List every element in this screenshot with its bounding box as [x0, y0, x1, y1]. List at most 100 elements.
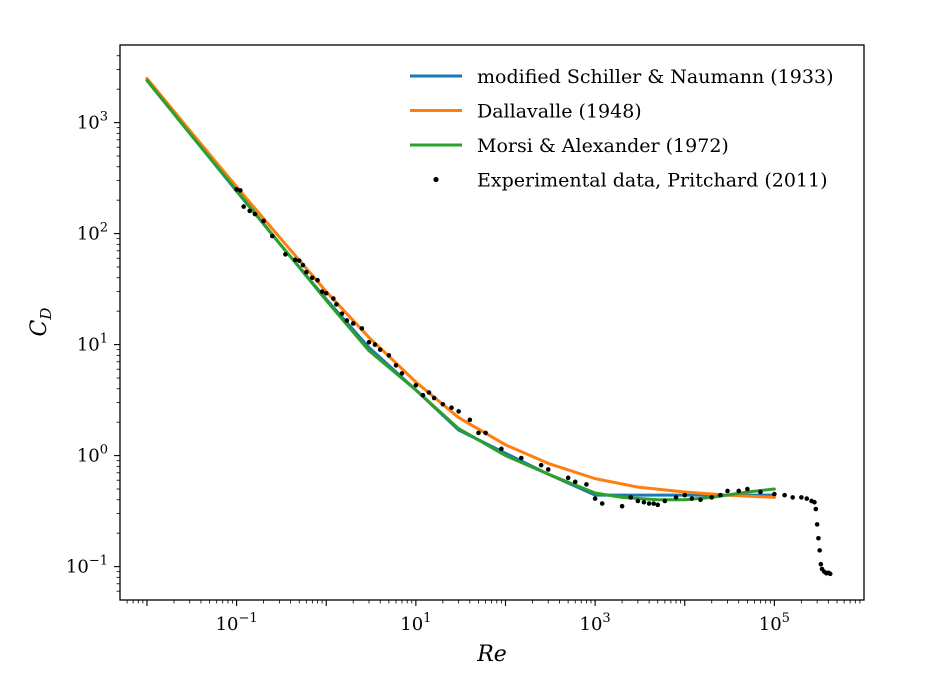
y-axis-ticks: 10−1 100 101 102 103: [66, 55, 120, 592]
data-point: [499, 446, 504, 452]
x-tick-label: 101: [400, 611, 431, 635]
data-point: [234, 187, 239, 192]
data-point: [619, 503, 625, 509]
data-point: [799, 495, 804, 500]
data-point: [426, 390, 432, 395]
data-point: [296, 258, 302, 263]
data-point: [310, 275, 315, 281]
x-axis-title: Re: [476, 642, 507, 667]
data-point: [646, 501, 652, 506]
data-point: [292, 257, 298, 263]
legend: modified Schiller & Naumann (1933) Dallav…: [410, 66, 833, 192]
data-point: [584, 482, 589, 487]
data-point: [538, 462, 544, 468]
series-line-2: [145, 76, 776, 499]
data-point: [331, 296, 336, 301]
data-point: [682, 492, 688, 498]
data-point: [456, 409, 461, 414]
data-point: [261, 218, 266, 224]
data-point: [344, 318, 350, 323]
legend-label-3: Morsi & Alexander (1972): [477, 135, 729, 157]
data-point: [655, 502, 661, 508]
data-point: [247, 208, 253, 214]
data-point: [804, 496, 810, 501]
data-point: [323, 290, 329, 296]
data-point: [745, 486, 750, 492]
data-point: [565, 475, 571, 481]
x-tick-label: 105: [759, 611, 790, 635]
data-point: [758, 489, 763, 495]
data-point: [641, 499, 647, 505]
data-point: [377, 347, 383, 352]
data-point: [709, 495, 715, 500]
y-tick-label: 103: [77, 110, 108, 134]
data-point: [673, 495, 679, 500]
data-point: [440, 401, 446, 407]
legend-label-1: modified Schiller & Naumann (1933): [477, 66, 833, 88]
data-point: [816, 535, 821, 541]
data-point: [315, 277, 320, 283]
data-point: [736, 488, 742, 494]
data-point: [269, 233, 275, 239]
data-point: [449, 405, 454, 411]
x-tick-label: 10−1: [216, 611, 258, 635]
data-point: [662, 498, 668, 504]
data-point: [599, 501, 605, 506]
legend-label-4: Experimental data, Pritchard (2011): [477, 170, 828, 192]
y-tick-label: 101: [77, 332, 108, 356]
plot-area-background: [120, 45, 864, 600]
data-point: [467, 417, 473, 423]
data-point: [238, 188, 243, 193]
data-point: [651, 501, 656, 506]
data-point: [628, 495, 634, 500]
data-point: [817, 548, 822, 553]
data-point: [718, 492, 723, 498]
data-point: [372, 342, 378, 347]
data-point: [339, 311, 345, 316]
data-point: [592, 496, 598, 501]
data-point: [241, 204, 246, 209]
data-point: [782, 492, 787, 498]
y-tick-label: 102: [77, 221, 108, 245]
data-point: [300, 262, 306, 268]
legend-marker: [433, 176, 439, 183]
data-point: [814, 522, 820, 527]
data-point: [304, 269, 309, 275]
data-point: [393, 363, 399, 368]
data-point: [334, 302, 339, 307]
scatter-layer: [234, 187, 833, 577]
data-point: [359, 326, 365, 331]
data-point: [431, 395, 437, 401]
data-point: [413, 382, 419, 388]
x-axis-ticks: 10−1 101 103 105: [126, 600, 861, 635]
data-point: [518, 455, 524, 461]
data-point: [813, 506, 819, 512]
data-point: [818, 561, 824, 567]
y-tick-label: 100: [77, 443, 108, 467]
data-point: [572, 479, 578, 485]
data-point: [725, 488, 730, 494]
x-tick-label: 103: [580, 611, 611, 635]
data-point: [386, 353, 392, 358]
data-point: [772, 491, 777, 497]
data-point: [420, 392, 426, 398]
data-point: [399, 371, 405, 376]
data-point: [698, 497, 703, 503]
data-point: [812, 499, 817, 505]
data-point: [790, 495, 795, 500]
data-point: [483, 430, 488, 436]
y-tick-label: 10−1: [66, 554, 108, 578]
data-point: [252, 211, 258, 217]
data-point: [476, 430, 481, 436]
legend-label-2: Dallavalle (1948): [477, 101, 642, 123]
data-point: [689, 496, 695, 501]
data-point: [283, 252, 288, 257]
data-point: [635, 498, 641, 504]
y-axis-title: CD: [27, 308, 55, 337]
data-point: [827, 571, 833, 577]
data-point: [545, 467, 551, 472]
data-point: [366, 339, 372, 345]
data-point: [350, 321, 356, 326]
